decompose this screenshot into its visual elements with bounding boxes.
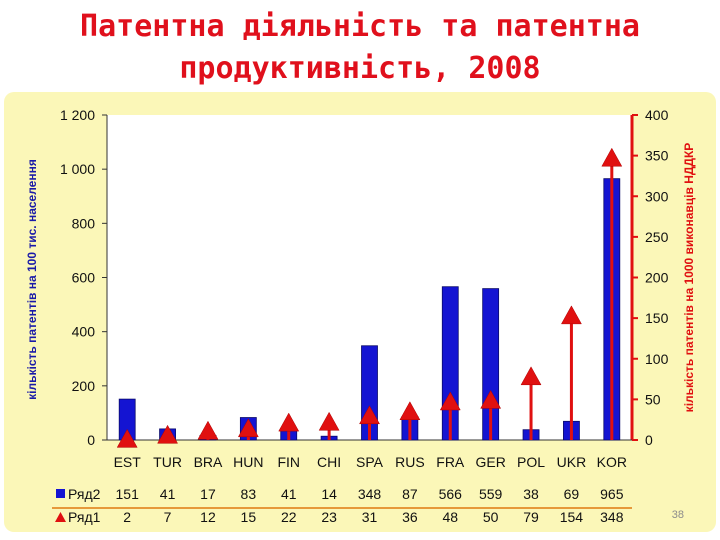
x-tick-label: UKR (557, 454, 587, 470)
right-tick-label: 0 (645, 432, 653, 448)
right-tick-label: 100 (645, 351, 669, 367)
triangle-marker (116, 428, 138, 448)
left-tick-label: 1 200 (60, 107, 95, 123)
slide-title-line2: продуктивність, 2008 (179, 51, 541, 86)
table-value: 348 (600, 509, 624, 525)
left-axis-label: кількість патентів на 100 тис. населення (25, 159, 39, 400)
triangle-marker (520, 366, 542, 386)
table-value: 7 (164, 509, 172, 525)
table-value: 31 (362, 509, 378, 525)
slide-title: Патентна діяльність та патентна продукти… (0, 6, 720, 90)
table-value: 151 (116, 486, 140, 502)
x-tick-label: TUR (153, 454, 182, 470)
right-tick-label: 400 (645, 107, 669, 123)
right-tick-label: 50 (645, 391, 661, 407)
x-tick-label: POL (517, 454, 545, 470)
slide-number: 38 (671, 509, 684, 521)
x-tick-label: RUS (395, 454, 425, 470)
x-tick-label: HUN (233, 454, 263, 470)
table-value: 87 (402, 486, 418, 502)
legend-key-bar (56, 489, 65, 498)
left-tick-label: 600 (72, 270, 96, 286)
triangle-marker (480, 389, 502, 409)
triangle-marker (237, 418, 259, 438)
left-tick-label: 800 (72, 215, 96, 231)
right-tick-label: 250 (645, 229, 669, 245)
table-value: 559 (479, 486, 503, 502)
triangle-marker (399, 401, 421, 420)
triangle-marker (439, 391, 461, 411)
legend-label: Ряд1 (68, 509, 101, 525)
table-value: 79 (523, 509, 539, 525)
triangle-marker (157, 424, 179, 444)
right-axis-label: кількість патентів на 1000 виконавців НД… (682, 143, 696, 413)
table-value: 566 (439, 486, 463, 502)
triangle-marker (560, 305, 582, 325)
x-tick-label: FRA (436, 454, 465, 470)
table-value: 15 (241, 509, 257, 525)
left-tick-label: 400 (72, 324, 96, 340)
x-tick-label: CHI (317, 454, 341, 470)
left-tick-label: 1 000 (60, 161, 95, 177)
left-tick-label: 200 (72, 378, 96, 394)
right-tick-label: 150 (645, 310, 669, 326)
legend-key-triangle (55, 512, 66, 522)
slide-title-line1: Патентна діяльність та патентна (80, 9, 640, 44)
x-tick-label: EST (114, 454, 142, 470)
right-tick-label: 300 (645, 188, 669, 204)
table-value: 69 (564, 486, 580, 502)
table-value: 83 (241, 486, 257, 502)
triangle-marker (359, 405, 380, 425)
table-value: 12 (200, 509, 216, 525)
table-value: 14 (321, 486, 337, 502)
triangle-marker (278, 412, 300, 432)
legend-label: Ряд2 (68, 486, 101, 502)
x-tick-label: BRA (194, 454, 223, 470)
x-tick-label: KOR (597, 454, 627, 470)
right-tick-label: 200 (645, 270, 669, 286)
x-tick-label: GER (475, 454, 505, 470)
table-value: 41 (160, 486, 176, 502)
x-tick-label: SPA (356, 454, 384, 470)
x-tick-label: FIN (277, 454, 300, 470)
triangle-marker (318, 411, 340, 431)
table-value: 965 (600, 486, 624, 502)
table-value: 36 (402, 509, 418, 525)
table-value: 154 (560, 509, 584, 525)
table-value: 2 (123, 509, 131, 525)
table-value: 38 (523, 486, 539, 502)
table-value: 23 (321, 509, 337, 525)
left-tick-label: 0 (87, 432, 95, 448)
triangle-marker (197, 420, 219, 440)
table-value: 41 (281, 486, 297, 502)
table-value: 22 (281, 509, 297, 525)
table-value: 348 (358, 486, 382, 502)
table-value: 50 (483, 509, 499, 525)
triangle-marker (601, 147, 623, 167)
table-value: 17 (200, 486, 216, 502)
table-value: 48 (442, 509, 458, 525)
right-tick-label: 350 (645, 148, 669, 164)
